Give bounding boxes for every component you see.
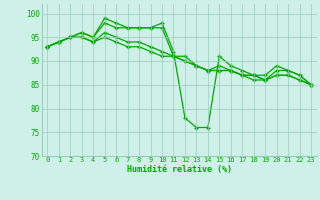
X-axis label: Humidité relative (%): Humidité relative (%) [127,165,232,174]
